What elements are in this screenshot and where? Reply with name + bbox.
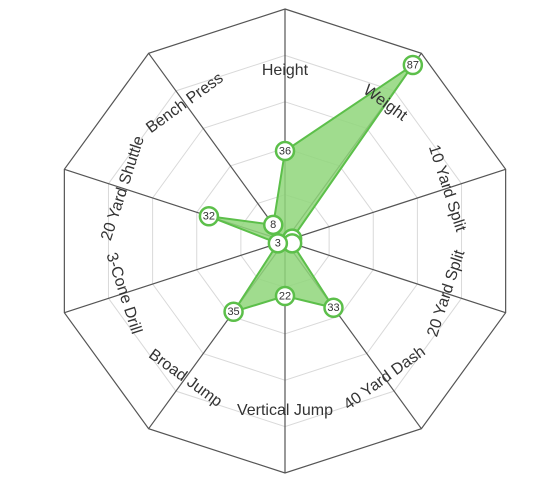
data-point-marker	[274, 285, 296, 307]
data-point-marker	[267, 233, 289, 254]
axis-label: 20 Yard Shuttle	[98, 134, 148, 243]
radar-series: 36 87 33 22 35 3 32 8	[198, 54, 424, 323]
data-point-3-cone-drill: 3	[267, 233, 289, 254]
axis-label: Bench Press	[143, 70, 226, 137]
data-point-marker	[198, 206, 220, 227]
spoke-9	[148, 52, 286, 242]
data-point-20-yard-shuttle: 32	[198, 206, 220, 227]
spoke-2	[284, 168, 506, 242]
axis-label: 10 Yard Split	[425, 143, 469, 235]
data-point-broad-jump: 35	[223, 301, 244, 323]
data-point-marker	[323, 297, 344, 318]
data-value-label: 35	[227, 306, 239, 318]
data-point-40-yard-dash: 33	[323, 297, 344, 318]
data-value-label: 87	[407, 59, 419, 71]
axis-label: 40 Yard Dash	[341, 343, 429, 413]
data-point-marker	[274, 140, 296, 162]
data-point-marker	[262, 214, 284, 236]
data-value-label: 32	[203, 211, 215, 223]
axis-label: Broad Jump	[145, 346, 225, 411]
data-value-label: 3	[275, 238, 281, 250]
data-point-height: 36	[274, 140, 296, 162]
data-value-label: 36	[279, 145, 291, 157]
spoke-3	[284, 240, 506, 314]
data-point-weight: 87	[402, 54, 424, 76]
axis-label: Vertical Jump	[237, 402, 333, 419]
data-value-label: 33	[327, 302, 339, 314]
data-point-marker	[223, 301, 244, 323]
data-point-vertical-jump: 22	[274, 285, 296, 307]
axis-label: Height	[262, 62, 309, 79]
spoke-7	[64, 240, 286, 314]
data-value-label: 22	[279, 290, 291, 302]
data-point-bench-press: 8	[262, 214, 284, 236]
data-point-marker	[402, 54, 424, 76]
data-value-label: 8	[270, 219, 276, 231]
